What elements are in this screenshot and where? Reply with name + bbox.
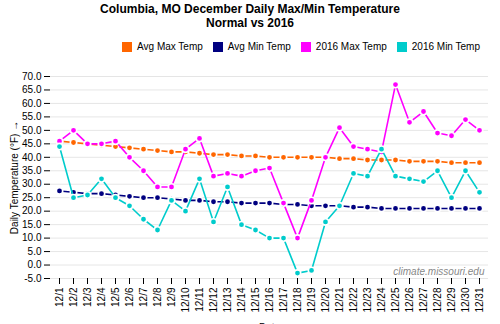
- svg-text:12/8: 12/8: [152, 287, 163, 307]
- svg-text:12/7: 12/7: [138, 287, 149, 307]
- svg-text:12/21: 12/21: [334, 287, 345, 312]
- svg-text:12/22: 12/22: [348, 287, 359, 312]
- svg-text:50.0: 50.0: [22, 125, 42, 136]
- svg-text:12/17: 12/17: [278, 287, 289, 312]
- svg-text:12/19: 12/19: [306, 287, 317, 312]
- svg-text:12/29: 12/29: [446, 287, 457, 312]
- svg-text:12/1: 12/1: [54, 287, 65, 307]
- svg-text:12/31: 12/31: [474, 287, 485, 312]
- svg-text:12/6: 12/6: [124, 287, 135, 307]
- svg-text:12/27: 12/27: [418, 287, 429, 312]
- svg-text:5.0: 5.0: [28, 246, 42, 257]
- html-text:2016 Max Temp: 2016 Max Temp: [315, 41, 387, 52]
- svg-text:20.0: 20.0: [22, 205, 42, 216]
- svg-text:10.0: 10.0: [22, 232, 42, 243]
- svg-text:12/24: 12/24: [376, 287, 387, 312]
- svg-text:12/20: 12/20: [320, 287, 331, 312]
- svg-text:12/4: 12/4: [96, 287, 107, 307]
- svg-text:12/26: 12/26: [404, 287, 415, 312]
- svg-text:12/12: 12/12: [208, 287, 219, 312]
- svg-text:Date: Date: [259, 322, 281, 324]
- svg-text:12/2: 12/2: [68, 287, 79, 307]
- svg-text:Daily Temperature (°F) →: Daily Temperature (°F) →: [9, 121, 20, 234]
- svg-text:60.0: 60.0: [22, 98, 42, 109]
- svg-text:-5.0: -5.0: [24, 273, 42, 284]
- svg-text:12/11: 12/11: [194, 287, 205, 312]
- svg-text:0.0: 0.0: [28, 259, 42, 270]
- svg-text:45.0: 45.0: [22, 138, 42, 149]
- svg-text:12/9: 12/9: [166, 287, 177, 307]
- svg-text:12/18: 12/18: [292, 287, 303, 312]
- svg-text:12/30: 12/30: [460, 287, 471, 312]
- svg-text:12/23: 12/23: [362, 287, 373, 312]
- svg-text:40.0: 40.0: [22, 152, 42, 163]
- svg-text:15.0: 15.0: [22, 219, 42, 230]
- svg-text:12/5: 12/5: [110, 287, 121, 307]
- svg-text:12/15: 12/15: [250, 287, 261, 312]
- html-text:2016 Min Temp: 2016 Min Temp: [411, 41, 480, 52]
- svg-text:30.0: 30.0: [22, 178, 42, 189]
- svg-text:12/3: 12/3: [82, 287, 93, 307]
- svg-text:65.0: 65.0: [22, 84, 42, 95]
- svg-text:55.0: 55.0: [22, 111, 42, 122]
- html-text:Columbia, MO December Daily Ma: Columbia, MO December Daily Max/Min Temp…: [100, 2, 400, 30]
- svg-text:12/10: 12/10: [180, 287, 191, 312]
- svg-text:35.0: 35.0: [22, 165, 42, 176]
- svg-text:25.0: 25.0: [22, 192, 42, 203]
- svg-text:12/13: 12/13: [222, 287, 233, 312]
- svg-text:12/25: 12/25: [390, 287, 401, 312]
- html-text:Avg Max Temp: Avg Max Temp: [137, 41, 203, 52]
- svg-text:climate.missouri.edu: climate.missouri.edu: [393, 266, 485, 277]
- svg-text:12/28: 12/28: [432, 287, 443, 312]
- svg-text:12/14: 12/14: [236, 287, 247, 312]
- html-text:Avg Min Temp: Avg Min Temp: [227, 41, 291, 52]
- svg-text:12/16: 12/16: [264, 287, 275, 312]
- svg-text:70.0: 70.0: [22, 71, 42, 82]
